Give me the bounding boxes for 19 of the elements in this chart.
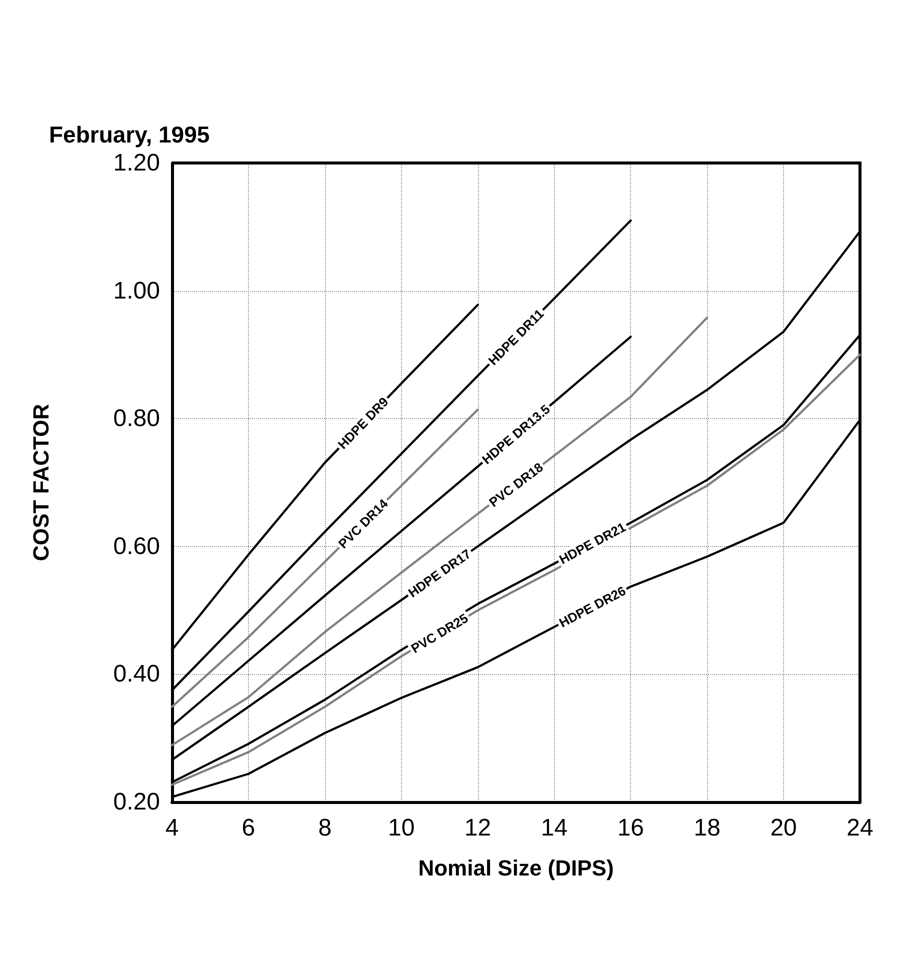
y-tick-label: 0.20 <box>113 788 160 816</box>
x-axis-title: Nomial Size (DIPS) <box>418 856 614 880</box>
x-tick-label: 24 <box>846 814 874 842</box>
x-tick-label: 14 <box>540 814 568 842</box>
x-tick-label: 12 <box>464 814 492 842</box>
y-tick-label: 1.00 <box>113 277 160 304</box>
y-tick-label: 1.20 <box>113 150 160 176</box>
x-tick-label: 16 <box>617 814 644 842</box>
y-tick-label: 0.80 <box>113 405 160 432</box>
y-axis-title: COST FACTOR <box>28 404 54 562</box>
x-tick-label: 6 <box>242 814 256 842</box>
x-tick-label: 18 <box>694 814 720 842</box>
x-tick-label: 8 <box>318 814 332 842</box>
y-tick-label: 0.40 <box>113 660 160 688</box>
chart-title: February, 1995 <box>49 122 210 148</box>
x-tick-label: 10 <box>388 814 415 842</box>
x-tick-label: 4 <box>165 814 179 842</box>
y-tick-label: 0.60 <box>113 532 160 560</box>
x-tick-label: 20 <box>770 814 797 842</box>
